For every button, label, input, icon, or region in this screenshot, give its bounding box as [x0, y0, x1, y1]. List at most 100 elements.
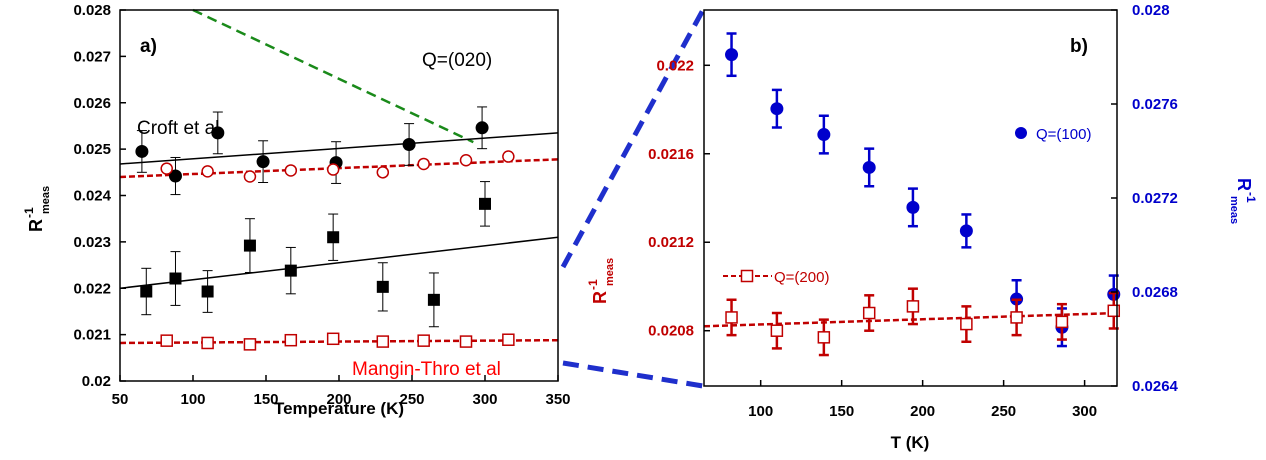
panel-a-data: [119, 8, 559, 351]
panel-b-y-tick-left-label-1: 0.0212: [648, 234, 694, 251]
panel-a-y-ticks: 0.02 0.021 0.022 0.023 0.024 0.025 0.026 0.027 0…: [73, 2, 126, 390]
b-series-1-point-1: [770, 324, 784, 337]
b-series-1-fit-line: [703, 311, 1118, 328]
legend-marker-q200: [740, 269, 754, 283]
panel-a-x-axis-label: Temperature (K): [274, 399, 404, 418]
series-3-point-5: [376, 335, 390, 348]
b-series-1-point-3: [862, 306, 876, 320]
series-1-point-7: [427, 293, 440, 306]
series-1-point-4: [284, 264, 297, 277]
series-1-point-8: [479, 197, 491, 210]
legend-label-q200: Q=(200): [774, 269, 829, 286]
panel-b-x-tick-label-0: 100: [748, 403, 773, 420]
panel-a-y-axis-label: R -1 meas: [22, 186, 52, 232]
panel-b-y-axis-label-right: R -1 meas: [1228, 178, 1258, 224]
series-3-point-2: [243, 338, 257, 351]
series-0-point-6: [475, 121, 489, 135]
panel-a-ylabel-main: R: [26, 219, 46, 232]
series-3-point-7: [459, 335, 473, 348]
panel-b-data: [703, 32, 1121, 357]
panel-b-y-tick-left-label-3: 0.022: [656, 57, 694, 74]
series-0-point-5: [402, 137, 416, 151]
series-2-point-8: [502, 150, 515, 163]
series-1-fit-line: [119, 236, 559, 289]
panel-b-ylabel-left-sub: meas: [604, 258, 616, 286]
panel-b-x-tick-label-1: 150: [829, 403, 854, 420]
b-series-1-point-8: [1107, 304, 1121, 318]
series-2-point-5: [376, 166, 390, 179]
panel-b-y-tick-left-label-0: 0.0208: [648, 323, 694, 340]
series-3-point-1: [201, 336, 214, 350]
series-3-point-8: [502, 333, 515, 346]
panel-b-y-tick-right-label-2: 0.0272: [1132, 190, 1178, 207]
series-2-point-3: [284, 164, 298, 177]
panel-b-y-tick-left-label-2: 0.0216: [648, 146, 694, 163]
panel-a-x-tick-label-3: 200: [326, 391, 351, 408]
panel-b-ylabel-right-sup: -1: [1244, 192, 1258, 203]
zoom-connector-bottom: [562, 360, 704, 389]
b-series-1-point-2: [817, 331, 831, 344]
annotation-croft: Croft et al: [137, 118, 219, 139]
panel-a-x-tick-label-4: 250: [399, 391, 424, 408]
b-series-1-point-5: [960, 317, 973, 331]
panel-b-frame: [703, 9, 1118, 387]
series-2-point-0: [160, 162, 173, 175]
panel-a-x-ticks: 50 100 150 200 250 300 350: [112, 375, 571, 408]
series-1-point-3: [243, 239, 256, 252]
b-series-0-point-5: [959, 224, 973, 238]
panel-b-x-tick-label-3: 250: [991, 403, 1016, 420]
b-series-0-point-2: [817, 128, 831, 142]
b-series-0-point-4: [906, 200, 920, 214]
panel-b-x-tick-label-4: 300: [1072, 403, 1097, 420]
series-3-point-0: [160, 334, 173, 347]
panel-a-y-tick-label-3: 0.023: [73, 234, 111, 251]
panel-b-y-tick-right-label-1: 0.0268: [1132, 284, 1178, 301]
b-series-0-point-3: [862, 160, 876, 174]
panel-a-ylabel-sub: meas: [40, 186, 52, 214]
legend-marker-q100: [1015, 127, 1027, 139]
panel-b-y-tick-right-label-4: 0.028: [1132, 2, 1170, 19]
series-2-point-6: [417, 157, 430, 171]
series-1-point-6: [376, 280, 389, 293]
series-3-point-4: [326, 332, 340, 346]
panel-b-x-axis-label: T (K): [891, 433, 930, 452]
panel-a-ylabel-sup: -1: [22, 207, 36, 218]
panel-a-x-tick-label-2: 150: [253, 391, 278, 408]
legend-label-q100: Q=(100): [1036, 126, 1091, 143]
b-series-1-point-7: [1055, 315, 1069, 329]
panel-a-y-tick-label-2: 0.022: [73, 280, 111, 297]
b-series-1-point-6: [1010, 311, 1023, 324]
series-2-point-7: [459, 154, 473, 167]
series-3-point-3: [284, 333, 298, 347]
b-series-0-point-1: [770, 102, 784, 116]
b-series-0-point-0: [725, 48, 739, 62]
panel-b-y-ticks-left: 0.0208 0.0212 0.0216 0.022: [648, 57, 710, 340]
series-2-point-2: [243, 170, 257, 183]
series-1-point-1: [169, 272, 182, 285]
panel-b-y-ticks-right: 0.0264 0.0268 0.0272 0.0276 0.028: [1111, 2, 1179, 395]
panel-a-x-tick-label-1: 100: [180, 391, 205, 408]
panel-b-y-tick-right-label-3: 0.0276: [1132, 96, 1178, 113]
panel-b-x-ticks: 100 150 200 250 300: [748, 380, 1097, 420]
panel-a-y-tick-label-0: 0.02: [82, 373, 111, 390]
annotation-q020: Q=(020): [422, 50, 492, 71]
series-1-point-5: [327, 231, 340, 244]
series-0-point-0: [135, 144, 149, 158]
series-0-point-2: [211, 126, 225, 140]
panel-b-x-tick-label-2: 200: [910, 403, 935, 420]
panel-b-y-tick-right-label-0: 0.0264: [1132, 378, 1179, 395]
panel-b-ylabel-left-main: R: [590, 291, 610, 304]
series-0-point-3: [256, 155, 270, 169]
panel-b-ylabel-left-sup: -1: [586, 279, 600, 290]
panel-b-ylabel-right-sub: meas: [1228, 196, 1240, 224]
annotation-mangin-thro: Mangin-Thro et al: [352, 359, 501, 380]
b-series-1-point-4: [906, 300, 920, 313]
panel-a: 50 100 150 200 250 300 350 0.02 0.021 0.022 0.023…: [22, 2, 571, 418]
series-2-point-4: [326, 163, 340, 176]
series-2-point-1: [201, 165, 214, 178]
series-0-point-1: [168, 169, 182, 183]
panel-a-x-tick-label-0: 50: [112, 391, 129, 408]
panel-b: 100 150 200 250 300 0.02080.02120.02160.022 …: [586, 2, 1258, 452]
series-0-fit-line: [119, 132, 559, 165]
